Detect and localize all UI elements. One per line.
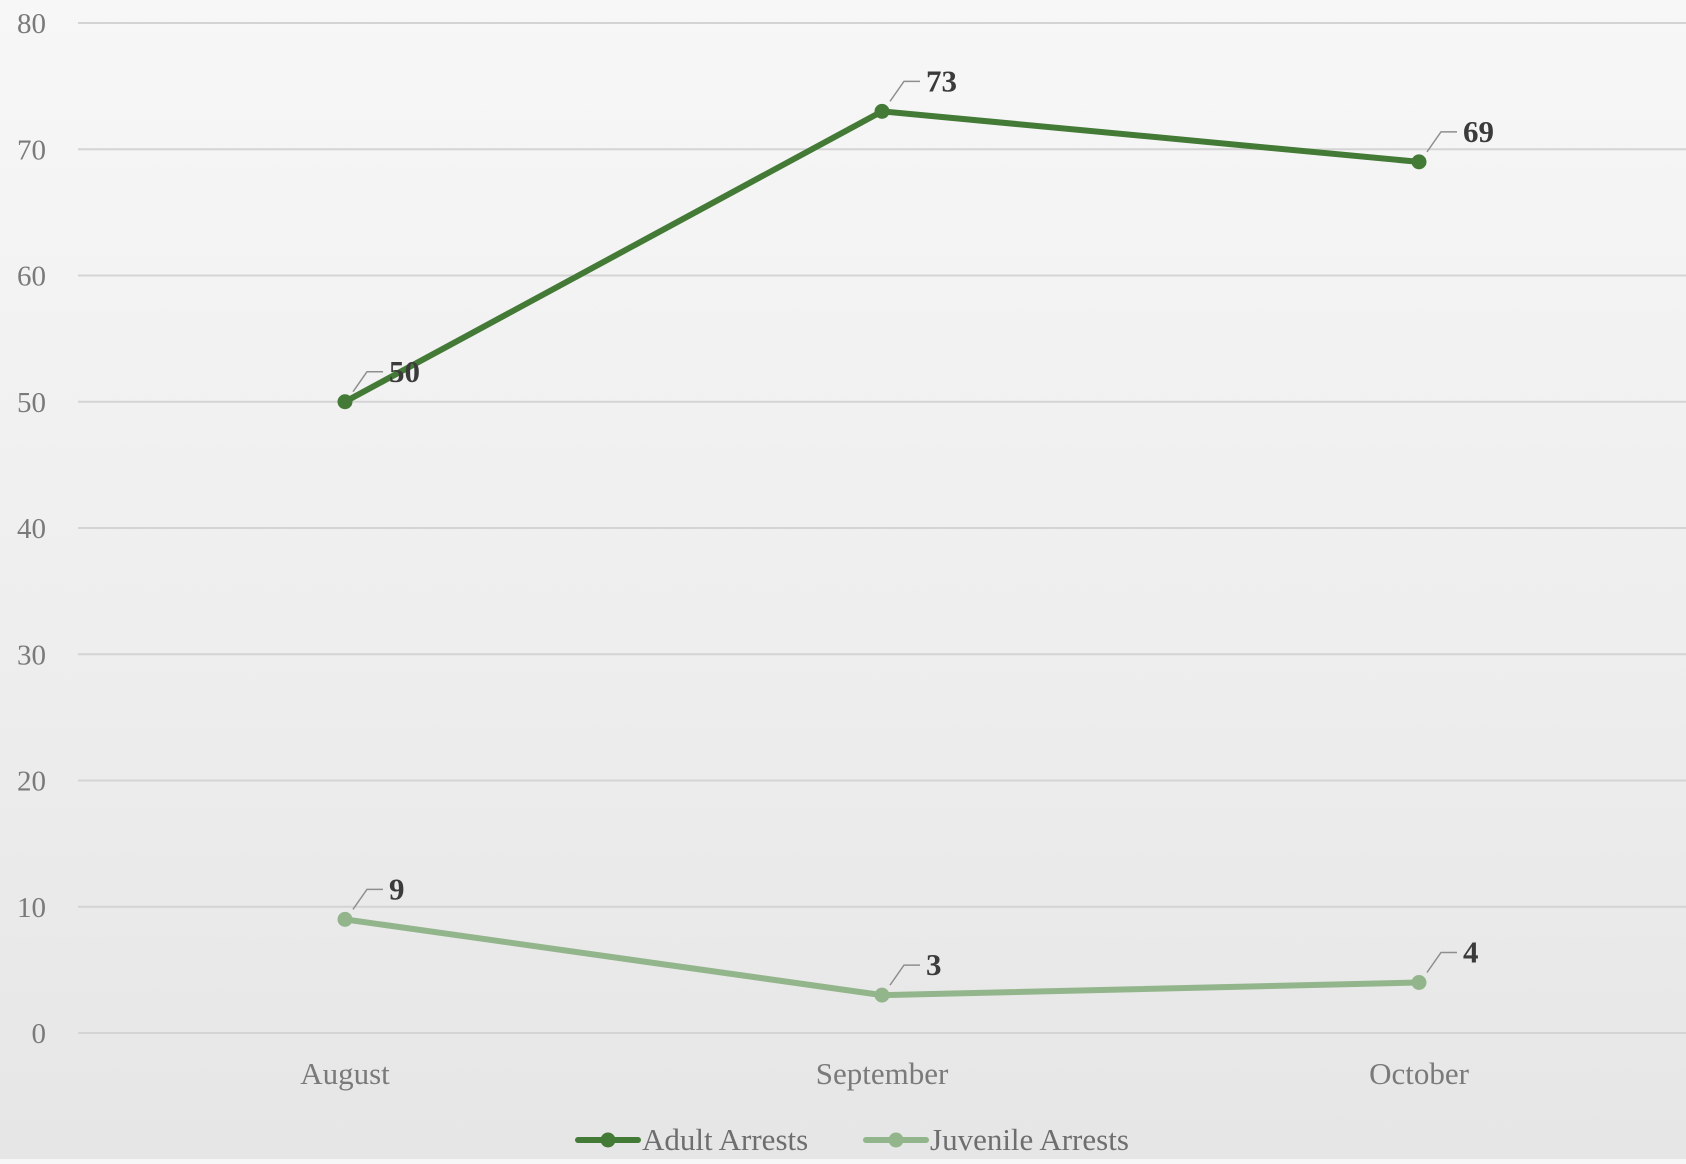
data-label: 73 xyxy=(926,63,957,98)
legend-item-juvenile-arrests: Juvenile Arrests xyxy=(863,1122,1129,1157)
legend-label: Adult Arrests xyxy=(642,1122,808,1157)
data-label: 3 xyxy=(926,947,942,982)
y-tick-label: 60 xyxy=(17,261,46,293)
data-point xyxy=(337,394,353,410)
data-point xyxy=(874,103,890,119)
y-tick-label: 0 xyxy=(32,1018,47,1050)
data-label-leader xyxy=(352,888,383,910)
x-axis-category-labels: August September October xyxy=(300,1056,1469,1091)
data-labels: 50 73 69 9 3 4 xyxy=(352,63,1494,986)
legend-swatch-marker xyxy=(888,1132,904,1148)
data-point xyxy=(1411,975,1427,990)
data-label-leader xyxy=(1426,131,1457,153)
series-lines xyxy=(337,103,1427,1003)
data-point xyxy=(1411,154,1427,170)
data-label: 9 xyxy=(389,871,405,906)
y-tick-label: 70 xyxy=(17,134,46,166)
data-label-leader xyxy=(889,80,920,102)
x-category-label: August xyxy=(300,1056,390,1091)
legend-item-adult-arrests: Adult Arrests xyxy=(575,1122,808,1157)
x-category-label: September xyxy=(816,1056,949,1091)
legend-label: Juvenile Arrests xyxy=(930,1122,1129,1157)
y-axis-tick-labels: 0 10 20 30 40 50 60 70 80 xyxy=(17,8,46,1050)
data-label-leader xyxy=(1426,951,1457,973)
data-label: 69 xyxy=(1463,114,1494,149)
legend: Adult Arrests Juvenile Arrests xyxy=(575,1122,1129,1157)
data-label: 50 xyxy=(389,354,420,389)
y-tick-label: 30 xyxy=(17,639,46,671)
data-label-leader xyxy=(352,371,383,393)
data-label-leader xyxy=(889,964,920,986)
series-line-juvenile-arrests xyxy=(342,916,1422,999)
legend-swatch-marker xyxy=(600,1132,616,1148)
series-line-adult-arrests xyxy=(342,108,1422,405)
data-point xyxy=(337,911,353,927)
y-tick-label: 80 xyxy=(17,8,46,40)
y-tick-label: 20 xyxy=(17,766,46,798)
y-tick-label: 10 xyxy=(17,892,46,924)
data-point xyxy=(874,987,890,1003)
y-tick-label: 40 xyxy=(17,513,46,545)
data-label: 4 xyxy=(1463,935,1479,970)
gridlines xyxy=(78,22,1686,1034)
y-tick-label: 50 xyxy=(17,387,46,419)
x-category-label: October xyxy=(1369,1056,1470,1091)
